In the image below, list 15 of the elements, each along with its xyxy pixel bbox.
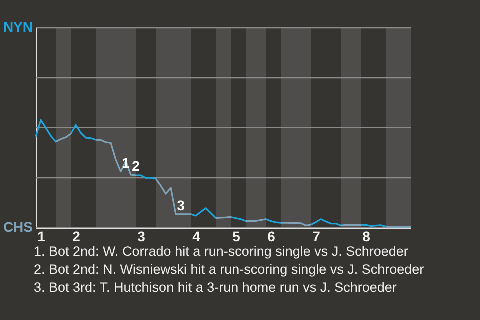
x-tick-label: 8 bbox=[362, 228, 371, 244]
x-tick-label: 5 bbox=[232, 228, 241, 244]
x-tick-label: 6 bbox=[268, 228, 276, 244]
x-tick-label: 7 bbox=[312, 228, 321, 244]
text: 2. Bot 2nd: N. Wisniewski hit a run-scoring single vs J. Schroeder bbox=[34, 261, 424, 279]
annotation: 3 bbox=[177, 197, 186, 214]
annotation: 2 bbox=[132, 158, 140, 174]
x-tick-label: 2 bbox=[72, 228, 81, 244]
x-tick-label: 1 bbox=[38, 228, 46, 244]
ref-line-label: CHS bbox=[3, 219, 33, 235]
text: 3. Bot 3rd: T. Hutchison hit a 3-run home run vs J. Schroeder bbox=[34, 279, 398, 297]
ref-line-label: NYN bbox=[3, 19, 33, 35]
x-tick-label: 3 bbox=[138, 228, 146, 244]
x-tick-label: 4 bbox=[192, 228, 201, 244]
text: 1. Bot 2nd: W. Corrado hit a run-scoring single vs J. Schroeder bbox=[34, 243, 410, 261]
